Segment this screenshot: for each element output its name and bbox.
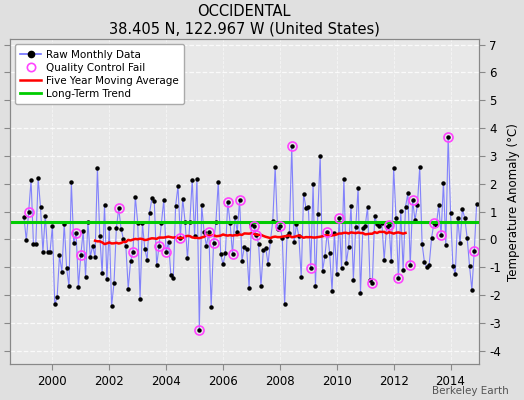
Text: Berkeley Earth: Berkeley Earth (432, 386, 508, 396)
Y-axis label: Temperature Anomaly (°C): Temperature Anomaly (°C) (507, 123, 520, 281)
Title: OCCIDENTAL
38.405 N, 122.967 W (United States): OCCIDENTAL 38.405 N, 122.967 W (United S… (109, 4, 380, 36)
Legend: Raw Monthly Data, Quality Control Fail, Five Year Moving Average, Long-Term Tren: Raw Monthly Data, Quality Control Fail, … (15, 44, 184, 104)
